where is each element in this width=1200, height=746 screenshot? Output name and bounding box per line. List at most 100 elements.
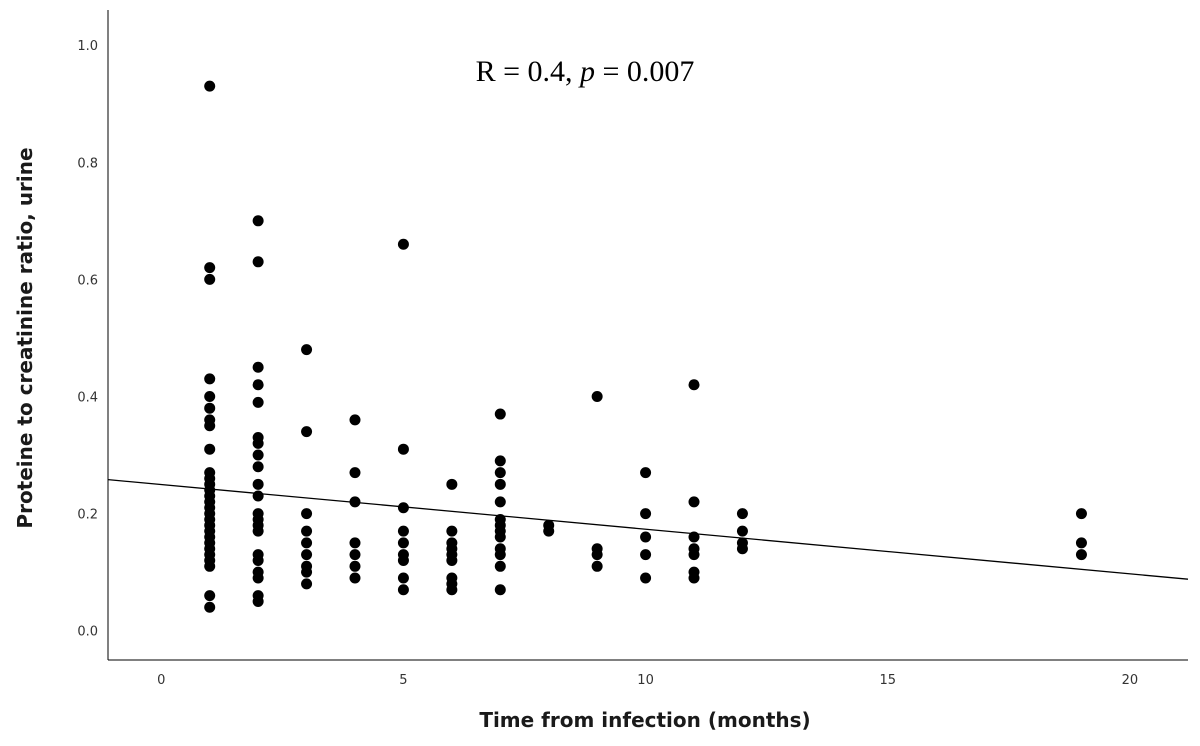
data-point <box>204 443 216 455</box>
x-axis-title: Time from infection (months) <box>479 708 810 732</box>
data-point <box>204 402 216 414</box>
data-point <box>204 590 216 602</box>
data-point <box>349 549 361 561</box>
y-tick-label: 0.0 <box>77 625 98 640</box>
data-point <box>688 379 700 391</box>
data-point <box>640 467 652 479</box>
data-point <box>494 496 506 508</box>
y-tick-label: 0.8 <box>77 156 98 171</box>
data-point <box>349 496 361 508</box>
data-point <box>494 560 506 572</box>
data-point <box>688 572 700 584</box>
x-tick-label: 20 <box>1122 673 1139 688</box>
x-ticks: 0 5 10 15 20 <box>157 673 1138 688</box>
fit-line <box>107 478 1189 580</box>
data-point <box>640 531 652 543</box>
data-point <box>301 566 313 578</box>
data-point <box>397 525 409 537</box>
data-point <box>397 502 409 514</box>
data-point <box>301 508 313 520</box>
data-point <box>301 426 313 438</box>
r-value-text: R = 0.4, <box>476 55 580 88</box>
data-point <box>591 560 603 572</box>
data-point <box>397 572 409 584</box>
y-tick-label: 0.2 <box>77 508 98 523</box>
data-point <box>252 361 264 373</box>
data-point <box>301 537 313 549</box>
data-point <box>252 449 264 461</box>
data-point <box>204 601 216 613</box>
data-point <box>397 537 409 549</box>
data-point <box>252 461 264 473</box>
data-point <box>1075 537 1087 549</box>
y-tick-label: 0.6 <box>77 273 98 288</box>
data-point <box>204 390 216 402</box>
data-point <box>688 531 700 543</box>
data-point <box>301 525 313 537</box>
data-point <box>446 584 458 596</box>
correlation-annotation: R = 0.4, p = 0.007 <box>476 55 695 88</box>
data-point <box>301 344 313 356</box>
data-point <box>640 572 652 584</box>
data-point <box>494 408 506 420</box>
data-point <box>494 531 506 543</box>
data-point <box>494 467 506 479</box>
data-point <box>204 80 216 92</box>
data-point <box>204 420 216 432</box>
data-point <box>494 584 506 596</box>
y-ticks: 0.0 0.2 0.4 0.6 0.8 1.0 <box>77 39 98 640</box>
data-point <box>397 584 409 596</box>
data-point <box>252 396 264 408</box>
data-point <box>252 595 264 607</box>
axes <box>107 10 1188 661</box>
data-point <box>252 572 264 584</box>
p-value-text: = 0.007 <box>595 55 694 88</box>
data-point <box>301 549 313 561</box>
data-point <box>349 467 361 479</box>
data-point <box>252 215 264 227</box>
data-point <box>640 508 652 520</box>
data-point <box>397 238 409 250</box>
data-point <box>494 478 506 490</box>
data-point <box>640 549 652 561</box>
p-symbol: p <box>578 55 595 88</box>
data-point <box>252 525 264 537</box>
data-point <box>252 490 264 502</box>
data-point <box>252 256 264 268</box>
data-point <box>1075 508 1087 520</box>
x-tick-label: 5 <box>399 673 407 688</box>
data-point <box>204 373 216 385</box>
x-tick-label: 15 <box>879 673 896 688</box>
data-point <box>688 496 700 508</box>
data-point <box>301 578 313 590</box>
x-tick-label: 10 <box>637 673 654 688</box>
data-point <box>1075 549 1087 561</box>
data-point <box>252 379 264 391</box>
data-point <box>736 525 748 537</box>
data-point <box>736 508 748 520</box>
data-point <box>446 478 458 490</box>
data-point <box>591 390 603 402</box>
data-point <box>252 437 264 449</box>
y-tick-label: 0.4 <box>77 390 98 405</box>
data-point <box>543 525 555 537</box>
data-point <box>204 273 216 285</box>
data-point <box>494 455 506 467</box>
data-points <box>204 80 1087 613</box>
y-tick-label: 1.0 <box>77 39 98 54</box>
data-point <box>349 560 361 572</box>
data-point <box>591 549 603 561</box>
data-point <box>349 572 361 584</box>
data-point <box>252 554 264 566</box>
data-point <box>446 554 458 566</box>
data-point <box>688 549 700 561</box>
y-axis-title: Proteine to creatinine ratio, urine <box>13 147 37 528</box>
data-point <box>349 537 361 549</box>
x-tick-label: 0 <box>157 673 165 688</box>
data-point <box>397 554 409 566</box>
data-point <box>446 525 458 537</box>
data-point <box>349 414 361 426</box>
data-point <box>252 478 264 490</box>
data-point <box>204 262 216 274</box>
